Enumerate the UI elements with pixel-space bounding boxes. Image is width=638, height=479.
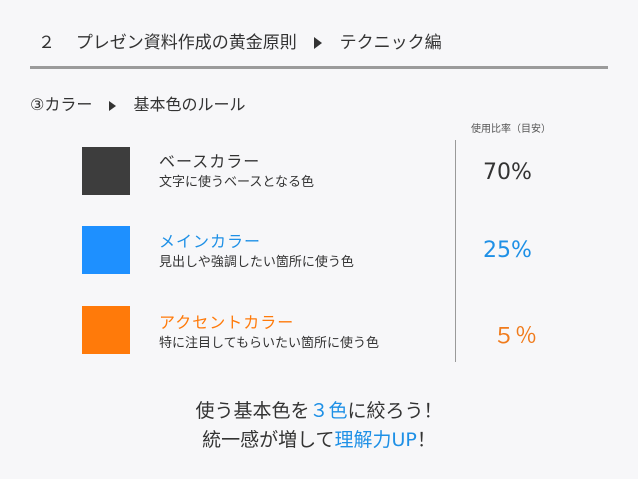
main-color-ratio: 25% bbox=[483, 238, 532, 263]
main-color-title: メインカラー bbox=[159, 232, 262, 251]
triangle-right-icon bbox=[109, 100, 117, 111]
accent-color-description: 特に注目してもらいたい箇所に使う色 bbox=[159, 336, 379, 351]
footer-line-1-pre: 使う基本色を bbox=[195, 400, 310, 422]
vertical-divider bbox=[455, 140, 456, 362]
footer-line-1-post: に絞ろう！ bbox=[347, 400, 443, 422]
section-heading: ③カラー 基本色のルール bbox=[30, 91, 246, 115]
section-subtitle: 基本色のルール bbox=[133, 95, 246, 114]
slide-subtitle: テクニック編 bbox=[339, 33, 442, 53]
base-color-ratio: 70% bbox=[483, 160, 532, 185]
accent-color-ratio: ５％ bbox=[493, 324, 538, 349]
main-color-description: 見出しや強調したい箇所に使う色 bbox=[159, 255, 354, 270]
footer-line-2-pre: 統一感が増して bbox=[202, 429, 335, 451]
base-color-swatch bbox=[82, 147, 130, 195]
main-color-swatch bbox=[82, 226, 130, 274]
footer-line-1: 使う基本色を３色に絞ろう！ bbox=[0, 396, 638, 423]
footer-line-1-highlight: ３色 bbox=[309, 400, 348, 422]
base-color-title: ベースカラー bbox=[159, 152, 261, 171]
slide-number: ２ bbox=[38, 33, 55, 53]
slide-header: ２ プレゼン資料作成の黄金原則 テクニック編 bbox=[38, 28, 442, 53]
footer-line-2: 統一感が増して理解力UP！ bbox=[0, 425, 638, 452]
slide-title: プレゼン資料作成の黄金原則 bbox=[75, 33, 297, 53]
header-divider bbox=[30, 66, 608, 69]
section-title: ③カラー bbox=[30, 95, 93, 114]
accent-color-title: アクセントカラー bbox=[159, 313, 295, 332]
footer-line-2-post: ！ bbox=[416, 429, 436, 451]
triangle-right-icon bbox=[314, 37, 323, 49]
usage-ratio-label: 使用比率（目安） bbox=[471, 124, 551, 135]
footer-line-2-highlight: 理解力UP bbox=[334, 429, 417, 451]
accent-color-swatch bbox=[82, 306, 130, 354]
base-color-description: 文字に使うベースとなる色 bbox=[159, 175, 314, 190]
